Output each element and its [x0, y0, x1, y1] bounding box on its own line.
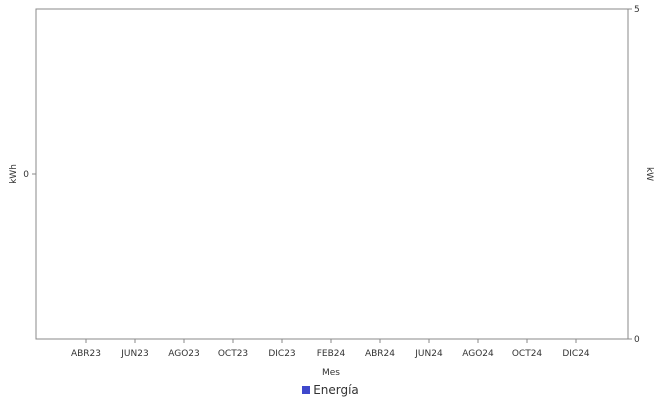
x-tick-label: JUN24 [414, 349, 443, 359]
plot-area [35, 8, 629, 340]
x-tick-label: AGO24 [462, 349, 494, 359]
x-tick-label: ABR24 [365, 349, 395, 359]
x-tick-label: OCT24 [512, 349, 543, 359]
y-axis-left-title: kWh [9, 164, 19, 184]
y-right-tick-label: 5 [634, 5, 640, 15]
x-tick-label: JUN23 [120, 349, 148, 359]
x-tick-label: ABR23 [71, 349, 101, 359]
y-right-tick-label: 0 [634, 335, 640, 345]
legend-label-energia: Energía [313, 383, 359, 397]
y-left-tick-label: 0 [23, 170, 29, 180]
x-tick-label: FEB24 [317, 349, 346, 359]
x-tick-label: DIC24 [562, 349, 590, 359]
x-tick-label: AGO23 [168, 349, 200, 359]
legend-swatch-energia [302, 386, 311, 394]
x-axis: ABR23 JUN23 AGO23 OCT23 DIC23 FEB24 ABR24 JUN24… [71, 339, 590, 359]
x-tick-label: OCT23 [218, 349, 248, 359]
y-axis-right-title: kW [644, 167, 654, 181]
y-axis-left: 0 [23, 170, 36, 180]
y-axis-right: 50 [628, 5, 640, 345]
x-axis-title: Mes [322, 368, 340, 378]
x-tick-label: DIC23 [268, 349, 295, 359]
legend: Energía [0, 383, 661, 397]
